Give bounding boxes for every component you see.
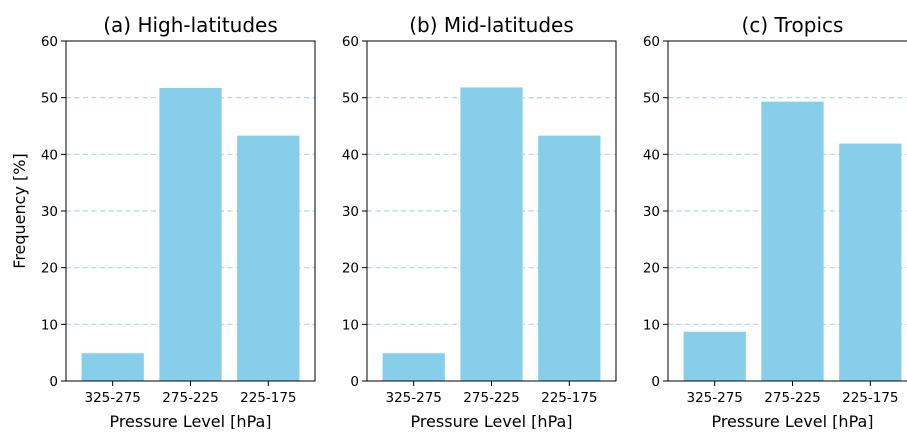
y-tick-label-0-6: 60 — [41, 34, 58, 50]
x-tick-label-0-1: 275-225 — [162, 390, 218, 406]
bar-0-0 — [81, 353, 144, 381]
y-tick-label-2-3: 30 — [643, 204, 660, 220]
x-axis-label-0: Pressure Level [hPa] — [109, 412, 271, 429]
bar-2-0 — [683, 331, 746, 381]
panel-title-1: (b) Mid-latitudes — [409, 13, 574, 37]
y-tick-label-2-4: 40 — [643, 147, 660, 163]
bar-2-2 — [839, 143, 902, 381]
panel-title-2: (c) Tropics — [742, 13, 844, 37]
y-tick-label-1-2: 20 — [342, 261, 359, 277]
bar-0-1 — [159, 88, 222, 382]
x-axis-label-1: Pressure Level [hPa] — [410, 412, 572, 429]
y-tick-label-2-1: 10 — [643, 317, 660, 333]
y-tick-label-2-2: 20 — [643, 261, 660, 277]
y-tick-label-1-0: 0 — [350, 374, 359, 390]
x-tick-label-1-1: 275-225 — [463, 390, 519, 406]
y-tick-label-0-3: 30 — [41, 204, 58, 220]
x-tick-label-1-0: 325-275 — [385, 390, 441, 406]
x-tick-label-2-0: 325-275 — [686, 390, 742, 406]
y-tick-label-0-0: 0 — [49, 374, 58, 390]
panel-title-0: (a) High-latitudes — [103, 13, 278, 37]
y-tick-label-0-2: 20 — [41, 261, 58, 277]
y-tick-label-1-3: 30 — [342, 204, 359, 220]
x-axis-label-2: Pressure Level [hPa] — [711, 412, 873, 429]
bar-1-0 — [382, 353, 445, 381]
y-tick-label-0-1: 10 — [41, 317, 58, 333]
bar-1-2 — [538, 135, 601, 381]
x-tick-label-1-2: 225-175 — [541, 390, 597, 406]
x-tick-label-2-2: 225-175 — [842, 390, 898, 406]
y-axis-label: Frequency [%] — [10, 153, 29, 268]
y-tick-label-2-5: 50 — [643, 91, 660, 107]
x-tick-label-0-2: 225-175 — [240, 390, 296, 406]
y-tick-label-1-6: 60 — [342, 34, 359, 50]
bar-2-1 — [761, 101, 824, 381]
y-tick-label-2-6: 60 — [643, 34, 660, 50]
x-tick-label-0-0: 325-275 — [84, 390, 140, 406]
y-tick-label-0-4: 40 — [41, 147, 58, 163]
y-tick-label-1-5: 50 — [342, 91, 359, 107]
x-tick-label-2-1: 275-225 — [764, 390, 820, 406]
y-tick-label-0-5: 50 — [41, 91, 58, 107]
bar-0-2 — [237, 135, 300, 381]
y-tick-label-2-0: 0 — [651, 374, 660, 390]
bar-1-1 — [460, 87, 523, 381]
y-tick-label-1-4: 40 — [342, 147, 359, 163]
y-tick-label-1-1: 10 — [342, 317, 359, 333]
